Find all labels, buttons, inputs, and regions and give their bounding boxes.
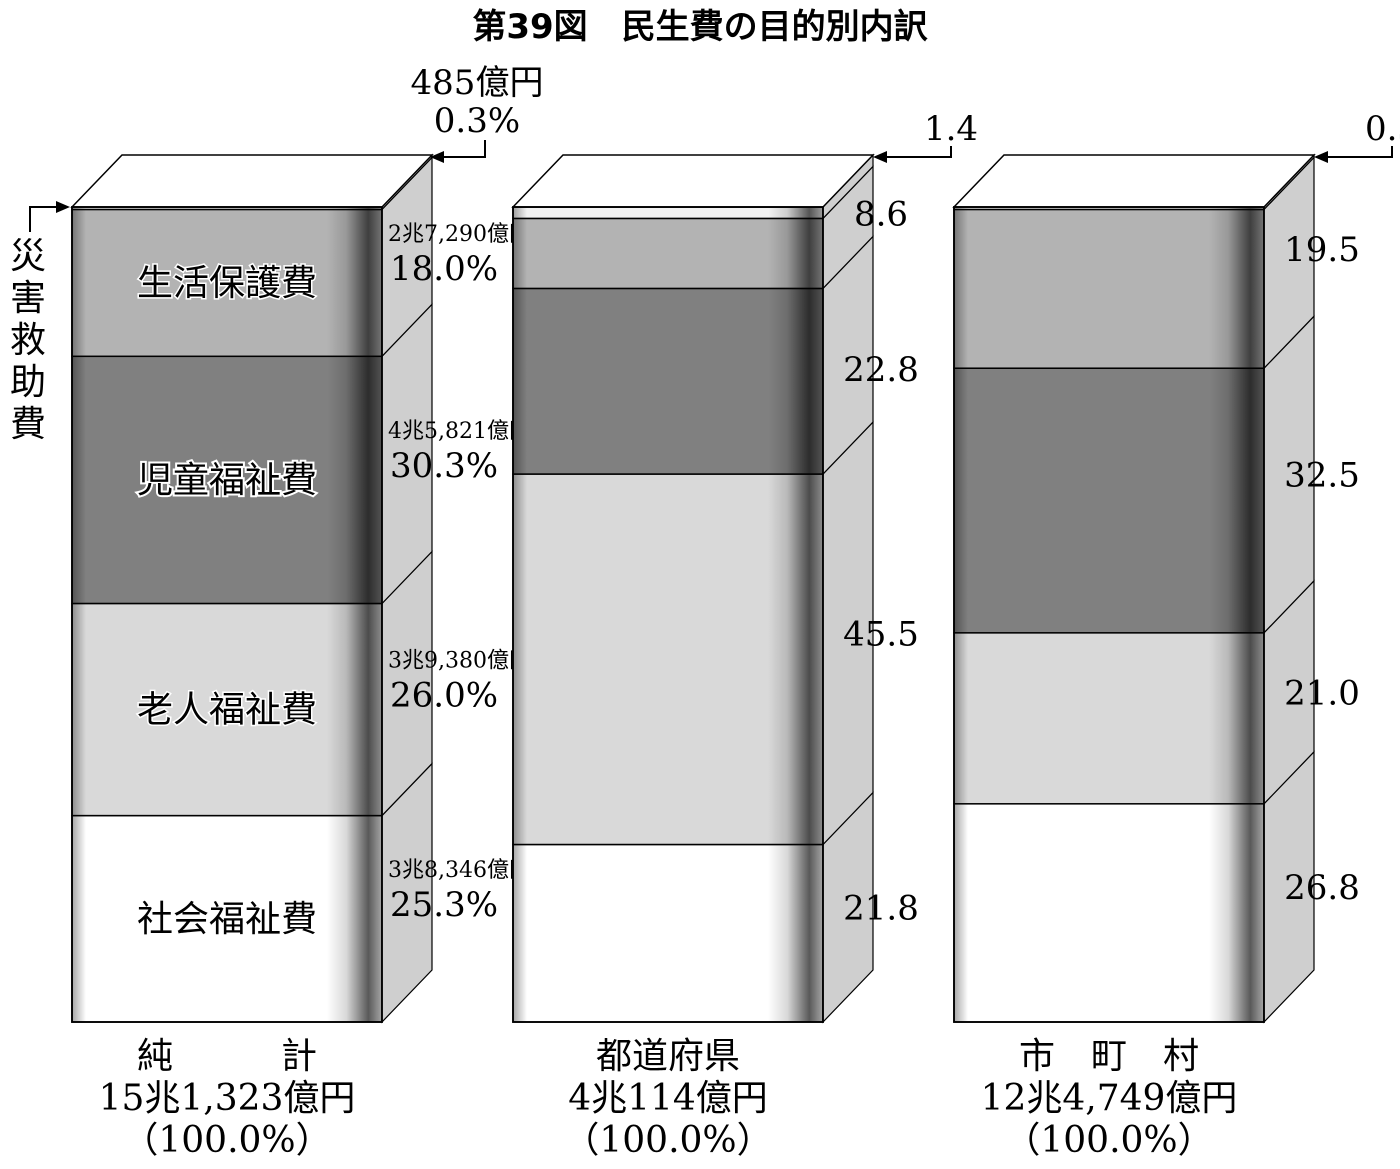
segment-label-child: 30.3% [390,446,498,486]
segment-label-prefecture-livelihood: 8.6 [854,194,908,234]
bar-top-total [70,154,434,208]
segment-amount-social: 3兆8,346億円 [388,858,531,883]
bar-left-shade-total [72,207,86,1022]
bar-share-prefecture: （100.0%） [563,1120,772,1161]
disaster-amount-total: 485億円 [411,63,544,103]
bar-top-prefecture [511,154,875,208]
segment-label-prefecture-social: 21.8 [843,888,919,928]
bar-edge-shade-prefecture [768,207,823,1022]
segment-name-social: 社会福祉費 [137,899,317,940]
bar-name-prefecture: 都道府県 [596,1036,740,1077]
segment-label-elderly: 26.0% [390,676,498,716]
bar-edge-shade-municipality [1209,207,1264,1022]
disaster-label-prefecture: 1.4 [924,109,978,149]
disaster-label-municipality: 0.3 [1365,109,1400,149]
segment-label-prefecture-elderly: 45.5 [843,614,919,654]
disaster-vertical-char: 救 [10,320,46,361]
segment-label-social: 25.3% [390,885,498,925]
segment-amount-child: 4兆5,821億円 [388,419,531,444]
bar-outline-municipality [953,206,1265,1023]
bar-top-municipality [952,154,1316,208]
segment-name-child: 児童福祉費 [137,460,317,501]
disaster-arrowhead-total [430,151,444,163]
disaster-left-arrowhead [56,201,70,213]
disaster-arrow-prefecture [885,146,952,158]
segment-amount-livelihood: 2兆7,290億円 [388,222,531,247]
bar-amount-prefecture: 4兆114億円 [568,1078,768,1119]
bar-name-total: 純 計 [137,1036,317,1077]
bar-left-shade-prefecture [513,207,527,1022]
segment-label-livelihood: 18.0% [390,249,498,289]
bar-amount-total: 15兆1,323億円 [99,1078,356,1119]
bar-outline-prefecture [512,206,824,1023]
segment-label-municipality-child: 32.5 [1284,456,1360,496]
disaster-arrow-municipality [1326,146,1393,158]
disaster-label-total: 0.3% [434,101,520,141]
disaster-arrowhead-prefecture [873,151,887,163]
segment-name-livelihood: 生活保護費 [137,263,317,304]
segment-label-municipality-social: 26.8 [1284,868,1360,908]
disaster-arrowhead-municipality [1314,151,1328,163]
disaster-vertical-char: 助 [10,362,46,403]
disaster-vertical-char: 災 [10,236,46,277]
chart-title: 第39図 民生費の目的別内訳 [472,7,928,47]
bar-share-municipality: （100.0%） [1004,1120,1213,1161]
disaster-vertical-char: 害 [10,278,46,319]
disaster-arrow-total [442,140,486,158]
segment-label-municipality-elderly: 21.0 [1284,673,1360,713]
segment-amount-elderly: 3兆9,380億円 [388,649,531,674]
bar-share-total: （100.0%） [122,1120,331,1161]
bar-name-municipality: 市 町 村 [1019,1036,1199,1077]
bar-left-shade-municipality [954,207,968,1022]
bar-outline-total [71,206,383,1023]
segment-name-elderly: 老人福祉費 [137,690,317,731]
disaster-vertical-char: 費 [10,404,46,445]
bar-amount-municipality: 12兆4,749億円 [981,1078,1238,1119]
segment-label-prefecture-child: 22.8 [843,350,919,390]
disaster-left-arrow [29,206,58,232]
segment-label-municipality-livelihood: 19.5 [1284,230,1360,270]
bar-edge-shade-total [327,207,382,1022]
